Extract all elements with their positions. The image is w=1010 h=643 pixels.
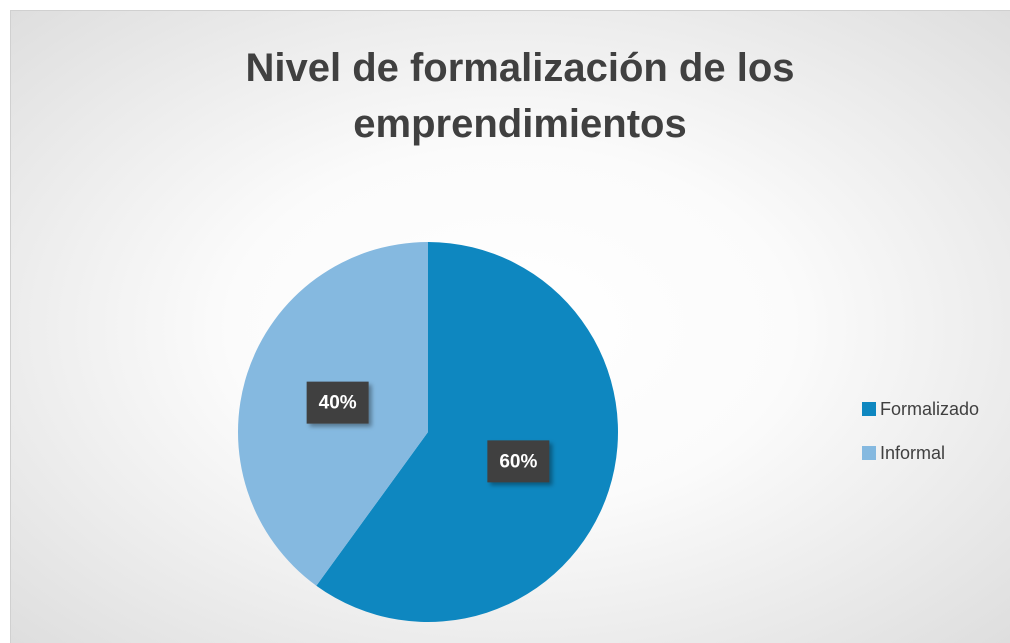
data-label-box	[306, 381, 369, 424]
legend-swatch	[862, 402, 876, 416]
legend-swatch	[862, 446, 876, 460]
legend-label: Formalizado	[880, 399, 979, 419]
legend-label: Informal	[880, 443, 945, 463]
data-label-box	[487, 440, 550, 483]
data-label: 40%	[319, 393, 357, 414]
pie-slice	[316, 242, 618, 622]
chart-title: Nivel de formalización de los emprendimi…	[245, 46, 795, 146]
data-label: 60%	[499, 451, 537, 472]
